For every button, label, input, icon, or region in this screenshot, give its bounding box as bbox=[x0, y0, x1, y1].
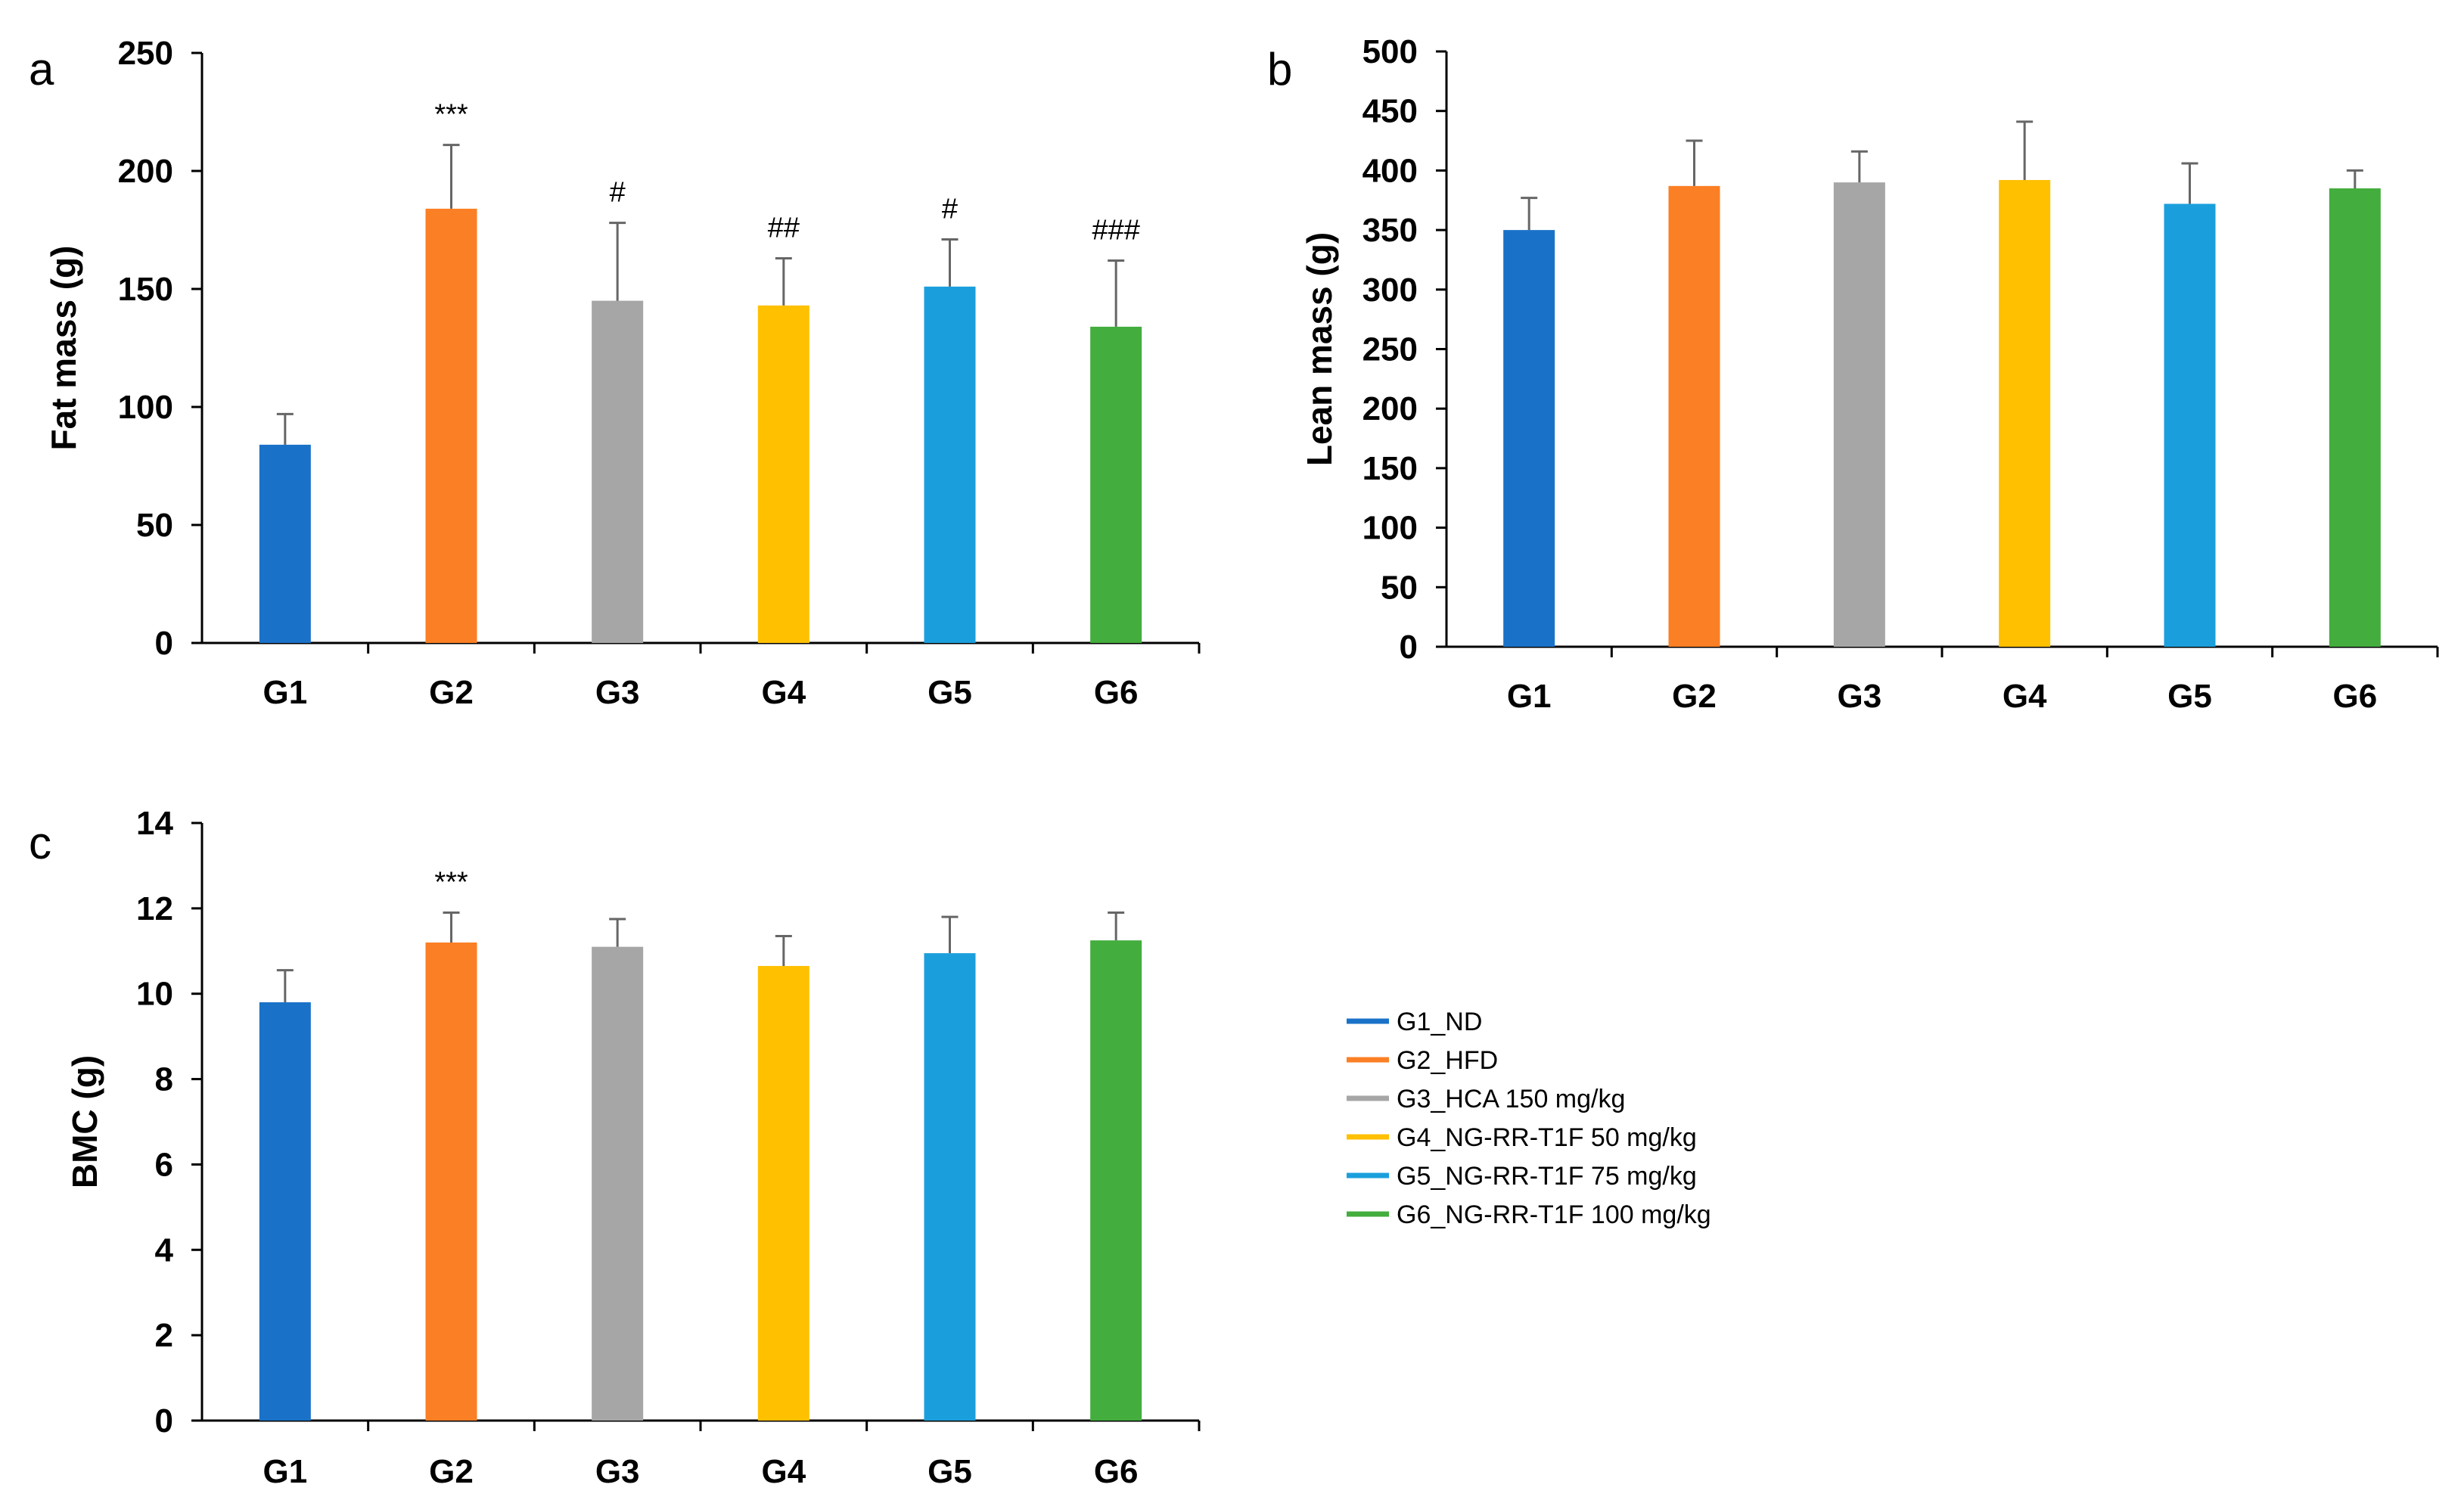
y-tick-label: 8 bbox=[155, 1061, 173, 1098]
bar-g3 bbox=[1833, 182, 1885, 647]
x-tick-label: G2 bbox=[429, 674, 474, 711]
chart-lean-mass: 0 50 100 150 200 250 300 350 400 450 500 Lean mass … bbox=[1300, 33, 2439, 715]
x-tick-label: G1 bbox=[1507, 678, 1552, 715]
x-tick-label: G5 bbox=[927, 1453, 972, 1490]
y-tick-label: 200 bbox=[1363, 390, 1418, 427]
x-tick-label: G3 bbox=[595, 1453, 640, 1490]
y-axis-title: BMC (g) bbox=[65, 1055, 104, 1188]
legend-label-g4: G4_NG-RR-T1F 50 mg/kg bbox=[1397, 1123, 1697, 1152]
significance-marker: ### bbox=[1092, 215, 1139, 247]
legend-label-g6: G6_NG-RR-T1F 100 mg/kg bbox=[1397, 1200, 1711, 1229]
x-tick-label: G1 bbox=[263, 674, 307, 711]
y-tick-label: 200 bbox=[118, 153, 173, 190]
y-tick-label: 50 bbox=[1381, 569, 1418, 606]
x-tick-label: G4 bbox=[761, 1453, 806, 1490]
bar-g5 bbox=[924, 286, 976, 643]
y-tick-label: 0 bbox=[155, 625, 173, 662]
y-tick-label: 250 bbox=[1363, 331, 1418, 368]
y-tick-label: 450 bbox=[1363, 93, 1418, 130]
significance-marker: ## bbox=[768, 212, 800, 244]
y-tick-label: 300 bbox=[1363, 272, 1418, 309]
bar-g2 bbox=[425, 943, 477, 1421]
legend-label-g2: G2_HFD bbox=[1397, 1046, 1498, 1075]
y-tick-label: 6 bbox=[155, 1146, 173, 1183]
bar-g3 bbox=[592, 300, 644, 643]
y-tick-label: 50 bbox=[136, 507, 173, 544]
x-tick-label: G6 bbox=[1094, 674, 1139, 711]
y-tick-label: 100 bbox=[118, 389, 173, 426]
x-tick-label: G4 bbox=[761, 674, 806, 711]
panel-label-b: b bbox=[1267, 44, 1292, 95]
bar-g5 bbox=[2164, 203, 2216, 647]
bar-g4 bbox=[757, 305, 809, 643]
x-tick-label: G2 bbox=[429, 1453, 474, 1490]
chart-bmc: 0 2 4 6 8 10 12 14 BMC (g) G1 G2 *** G3 G4 G5 G6 bbox=[65, 805, 1201, 1490]
x-tick-label: G6 bbox=[1094, 1453, 1139, 1490]
y-tick-label: 14 bbox=[136, 805, 173, 842]
significance-marker: *** bbox=[434, 99, 468, 131]
x-tick-label: G1 bbox=[263, 1453, 307, 1490]
legend-label-g5: G5_NG-RR-T1F 75 mg/kg bbox=[1397, 1162, 1697, 1191]
y-tick-label: 0 bbox=[155, 1402, 173, 1439]
y-tick-label: 150 bbox=[118, 271, 173, 308]
bar-g4 bbox=[757, 966, 809, 1421]
y-tick-label: 100 bbox=[1363, 510, 1418, 547]
legend-label-g3: G3_HCA 150 mg/kg bbox=[1397, 1085, 1625, 1113]
legend: G1_ND G2_HFD G3_HCA 150 mg/kg G4_NG-RR-T1F … bbox=[1347, 1008, 1711, 1229]
y-tick-label: 2 bbox=[155, 1317, 173, 1354]
x-tick-label: G2 bbox=[1672, 678, 1717, 715]
bar-g1 bbox=[1503, 230, 1555, 648]
x-tick-label: G4 bbox=[2003, 678, 2047, 715]
y-tick-label: 350 bbox=[1363, 212, 1418, 249]
bar-g1 bbox=[259, 444, 311, 643]
legend-label-g1: G1_ND bbox=[1397, 1008, 1482, 1036]
x-tick-label: G6 bbox=[2332, 678, 2377, 715]
y-tick-label: 250 bbox=[118, 35, 173, 72]
y-axis-title: Fat mass (g) bbox=[44, 246, 83, 451]
y-tick-label: 12 bbox=[136, 890, 173, 927]
bar-g4 bbox=[1999, 179, 2051, 647]
y-tick-label: 10 bbox=[136, 976, 173, 1013]
x-tick-label: G5 bbox=[2167, 678, 2212, 715]
x-tick-label: G5 bbox=[927, 674, 972, 711]
y-axis-title: Lean mass (g) bbox=[1300, 232, 1339, 466]
y-tick-label: 500 bbox=[1363, 33, 1418, 70]
y-tick-label: 0 bbox=[1400, 629, 1418, 666]
y-tick-label: 150 bbox=[1363, 450, 1418, 487]
bar-g6 bbox=[2329, 188, 2381, 647]
panel-label-a: a bbox=[29, 44, 54, 95]
significance-marker: # bbox=[610, 177, 626, 209]
significance-marker: # bbox=[942, 193, 958, 225]
bar-g3 bbox=[592, 946, 644, 1421]
x-tick-label: G3 bbox=[595, 674, 640, 711]
bar-g5 bbox=[924, 953, 976, 1421]
significance-marker: *** bbox=[434, 867, 468, 899]
bar-g6 bbox=[1090, 326, 1142, 643]
bar-g2 bbox=[425, 208, 477, 643]
bar-g2 bbox=[1668, 185, 1720, 647]
chart-fat-mass: 0 50 100 150 200 250 Fat mass (g) G1 G2 *** G3 # G4 #… bbox=[44, 35, 1201, 711]
y-tick-label: 4 bbox=[155, 1231, 174, 1269]
bar-g1 bbox=[259, 1002, 311, 1421]
x-tick-label: G3 bbox=[1837, 678, 1881, 715]
panel-label-c: c bbox=[29, 818, 51, 868]
y-tick-label: 400 bbox=[1363, 152, 1418, 189]
bar-g6 bbox=[1090, 940, 1142, 1421]
